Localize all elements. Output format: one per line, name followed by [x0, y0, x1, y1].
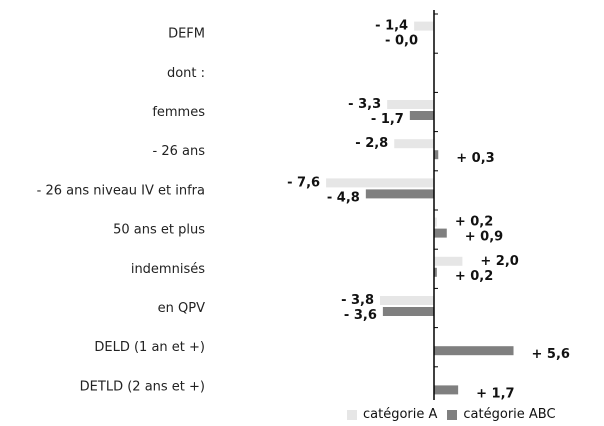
value-label-categorie-abc-femmes: - 1,7: [371, 112, 404, 127]
legend-swatch-a: [347, 409, 357, 420]
bar-categorie-a-indemnises: [434, 256, 463, 266]
legend-item-abc: catégorie ABC: [447, 407, 556, 422]
value-label-categorie-abc-26-ans: + 0,3: [456, 151, 494, 166]
category-label-en-qpv: en QPV: [158, 301, 205, 316]
bar-categorie-abc-en-qpv: [382, 307, 434, 316]
value-label-categorie-abc-en-qpv: - 3,6: [344, 308, 377, 323]
bar-categorie-a-50-ans-et-plus: [434, 217, 437, 227]
legend-label-abc: catégorie ABC: [463, 407, 556, 422]
category-label-detld-2-ans-et: DETLD (2 ans et +): [80, 379, 205, 394]
bar-categorie-abc-indemnises: [434, 267, 437, 277]
category-label-femmes: femmes: [152, 105, 205, 120]
value-label-categorie-abc-defm: - 0,0: [385, 34, 418, 49]
value-label-categorie-abc-indemnises: + 0,2: [455, 269, 493, 284]
value-label-categorie-a-26-ans-niveau-iv-et-infra: - 7,6: [287, 175, 320, 190]
value-label-categorie-a-defm: - 1,4: [375, 19, 408, 34]
category-label-defm: DEFM: [168, 27, 205, 42]
bar-categorie-a-femmes: [387, 100, 434, 109]
value-label-categorie-abc-detld-2-ans-et: + 1,7: [476, 386, 514, 400]
value-label-categorie-abc-deld-1-an-et: + 5,6: [532, 347, 570, 362]
value-label-categorie-a-femmes: - 3,3: [348, 97, 381, 112]
bar-categorie-a-26-ans-niveau-iv-et-infra: [326, 178, 434, 188]
category-label-26-ans: - 26 ans: [153, 144, 206, 159]
bars: [326, 21, 514, 395]
category-label-dont: dont :: [167, 66, 205, 81]
bar-categorie-abc-50-ans-et-plus: [434, 228, 447, 238]
bar-categorie-abc-femmes: [409, 111, 434, 120]
bar-categorie-abc-deld-1-an-et: [434, 346, 514, 356]
legend-label-a: catégorie A: [363, 407, 438, 422]
value-labels: - 1,4- 0,0 - 3,3- 1,7 - 2,8 + 0,3 - 7,6 - 4,8…: [287, 19, 570, 400]
chart: DEFM dont : femmes - 26 ans - 26 ans niveau …: [37, 10, 570, 400]
category-label-50-ans-et-plus: 50 ans et plus: [113, 223, 205, 238]
value-label-categorie-abc-50-ans-et-plus: + 0,9: [465, 230, 503, 245]
legend-swatch-abc: [447, 409, 458, 420]
category-label-deld-1-an-et: DELD (1 an et +): [94, 340, 205, 355]
value-label-categorie-abc-26-ans-niveau-iv-et-infra: - 4,8: [327, 190, 360, 205]
category-labels: DEFM dont : femmes - 26 ans - 26 ans niveau …: [37, 27, 206, 395]
value-label-categorie-a-en-qpv: - 3,8: [341, 293, 374, 308]
bar-categorie-abc-26-ans-niveau-iv-et-infra: [365, 189, 434, 199]
category-label-26-ans-niveau-iv-et-infra: - 26 ans niveau IV et infra: [37, 183, 205, 198]
bar-categorie-abc-26-ans: [434, 150, 439, 160]
legend: catégorie A catégorie ABC: [347, 407, 566, 422]
axis: [433, 10, 438, 400]
value-label-categorie-a-26-ans: - 2,8: [355, 136, 388, 151]
value-label-categorie-a-indemnises: + 2,0: [480, 254, 518, 269]
bar-categorie-a-26-ans: [394, 139, 434, 149]
category-label-indemnises: indemnisés: [131, 262, 205, 277]
value-label-categorie-a-50-ans-et-plus: + 0,2: [455, 215, 493, 230]
bar-categorie-abc-detld-2-ans-et: [434, 385, 459, 395]
legend-item-a: catégorie A: [347, 407, 437, 422]
bar-categorie-a-en-qpv: [380, 296, 434, 305]
bar-categorie-a-defm: [414, 21, 434, 31]
